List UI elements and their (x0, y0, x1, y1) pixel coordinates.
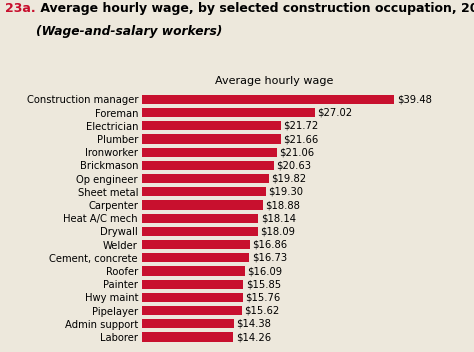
Text: $27.02: $27.02 (318, 108, 353, 118)
Text: $18.88: $18.88 (265, 200, 300, 210)
Text: Average hourly wage: Average hourly wage (215, 76, 334, 86)
Text: $39.48: $39.48 (397, 94, 432, 105)
Bar (142, 240, 250, 249)
Bar (142, 293, 243, 302)
Bar (142, 214, 258, 223)
Text: $21.06: $21.06 (279, 147, 314, 157)
Bar (142, 134, 281, 144)
Bar (142, 306, 242, 315)
Text: $16.73: $16.73 (252, 253, 287, 263)
Text: $16.09: $16.09 (247, 266, 283, 276)
Text: Average hourly wage, by selected construction occupation, 2005: Average hourly wage, by selected constru… (36, 2, 474, 15)
Text: $21.72: $21.72 (283, 121, 319, 131)
Text: $15.85: $15.85 (246, 279, 281, 289)
Bar (142, 147, 277, 157)
Bar (142, 200, 263, 210)
Text: $21.66: $21.66 (283, 134, 319, 144)
Text: $15.62: $15.62 (245, 306, 280, 316)
Text: $14.26: $14.26 (236, 332, 271, 342)
Bar (142, 161, 274, 170)
Text: $19.30: $19.30 (268, 187, 303, 197)
Text: $18.14: $18.14 (261, 213, 296, 223)
Bar (142, 187, 265, 196)
Bar (142, 95, 394, 104)
Text: $20.63: $20.63 (276, 161, 311, 170)
Text: $18.09: $18.09 (260, 226, 295, 237)
Text: 23a.: 23a. (5, 2, 36, 15)
Bar (142, 253, 249, 263)
Text: $15.76: $15.76 (246, 293, 281, 302)
Text: (Wage-and-salary workers): (Wage-and-salary workers) (36, 25, 222, 38)
Bar (142, 108, 315, 117)
Bar (142, 332, 233, 342)
Bar (142, 174, 269, 183)
Bar (142, 227, 258, 236)
Text: $14.38: $14.38 (237, 319, 272, 329)
Bar (142, 121, 281, 131)
Text: $16.86: $16.86 (253, 240, 288, 250)
Text: $19.82: $19.82 (272, 174, 307, 184)
Bar (142, 279, 244, 289)
Bar (142, 266, 245, 276)
Bar (142, 319, 234, 328)
